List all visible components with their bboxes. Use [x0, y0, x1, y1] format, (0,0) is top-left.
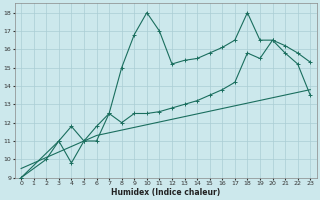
X-axis label: Humidex (Indice chaleur): Humidex (Indice chaleur): [111, 188, 220, 197]
